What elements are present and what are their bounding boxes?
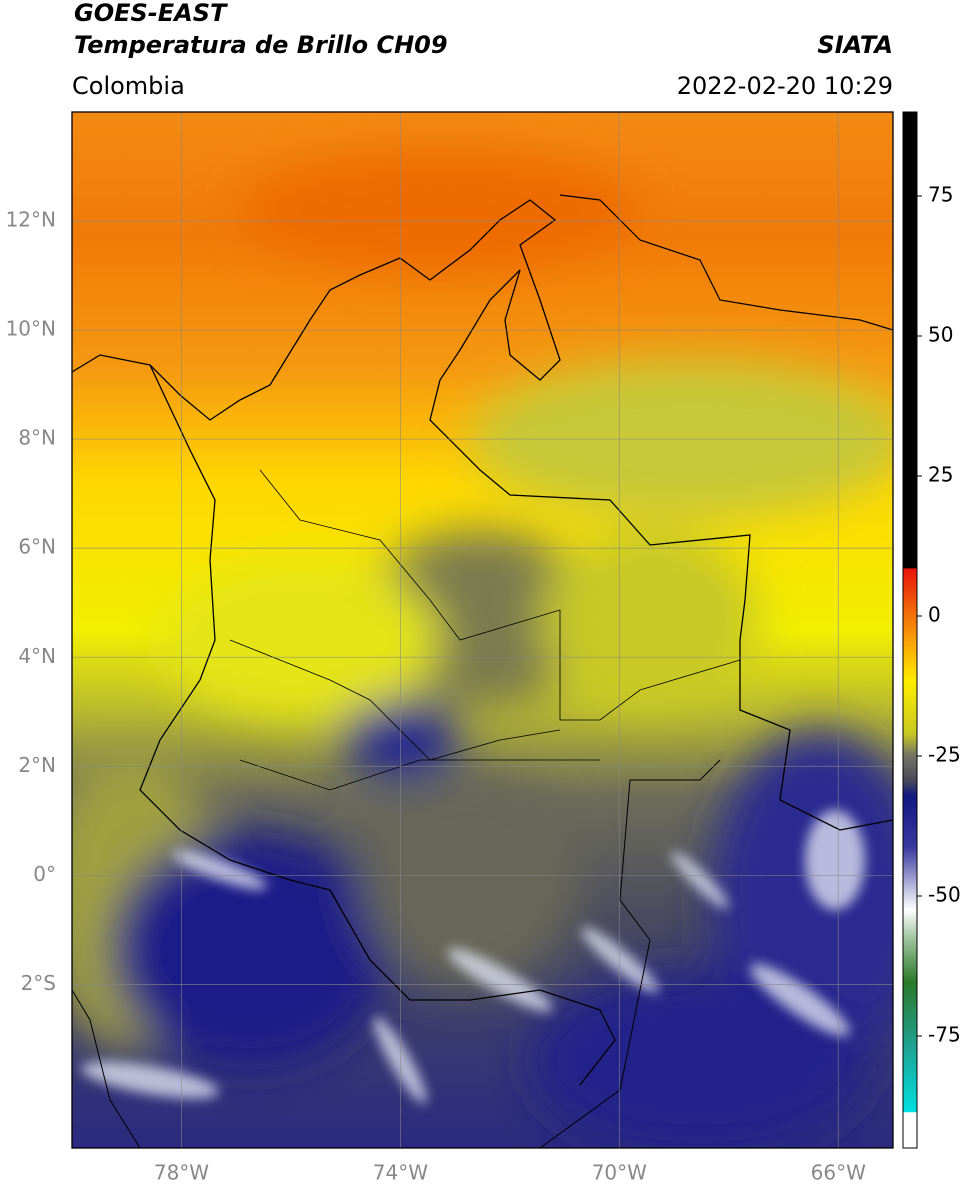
colorbar-tick-label: -50 [928, 883, 961, 907]
lat-tick-label: 10°N [6, 317, 56, 341]
satellite-title: GOES-EAST [74, 0, 228, 27]
lat-tick-label: 2°S [21, 971, 56, 995]
lon-tick-label: 78°W [154, 1161, 209, 1185]
colorbar-tick-label: -25 [928, 743, 961, 767]
lat-tick-label: 8°N [18, 426, 56, 450]
lat-tick-label: 0° [33, 862, 56, 886]
lon-tick-label: 74°W [373, 1161, 428, 1185]
colorbar-tick-label: 0 [928, 603, 941, 627]
lat-tick-label: 12°N [6, 208, 56, 232]
region-label: Colombia [72, 72, 185, 100]
colorbar-tick-label: 75 [928, 183, 953, 207]
datetime-label: 2022-02-20 10:29 [677, 72, 893, 100]
product-title: Temperatura de Brillo CH09 [74, 31, 448, 59]
lon-tick-label: 70°W [592, 1161, 647, 1185]
colorbar-tick-label: 50 [928, 323, 953, 347]
lat-tick-label: 6°N [18, 535, 56, 559]
colorbar-tick-label: 25 [928, 463, 953, 487]
lat-tick-label: 4°N [18, 644, 56, 668]
map-frame [71, 111, 894, 1149]
colorbar-tick-label: -75 [928, 1023, 961, 1047]
satellite-image [72, 112, 893, 1148]
colorbar [902, 111, 918, 1149]
graticule [72, 112, 893, 1148]
lat-tick-label: 2°N [18, 753, 56, 777]
source-label: SIATA [817, 31, 893, 59]
lon-tick-label: 66°W [811, 1161, 866, 1185]
